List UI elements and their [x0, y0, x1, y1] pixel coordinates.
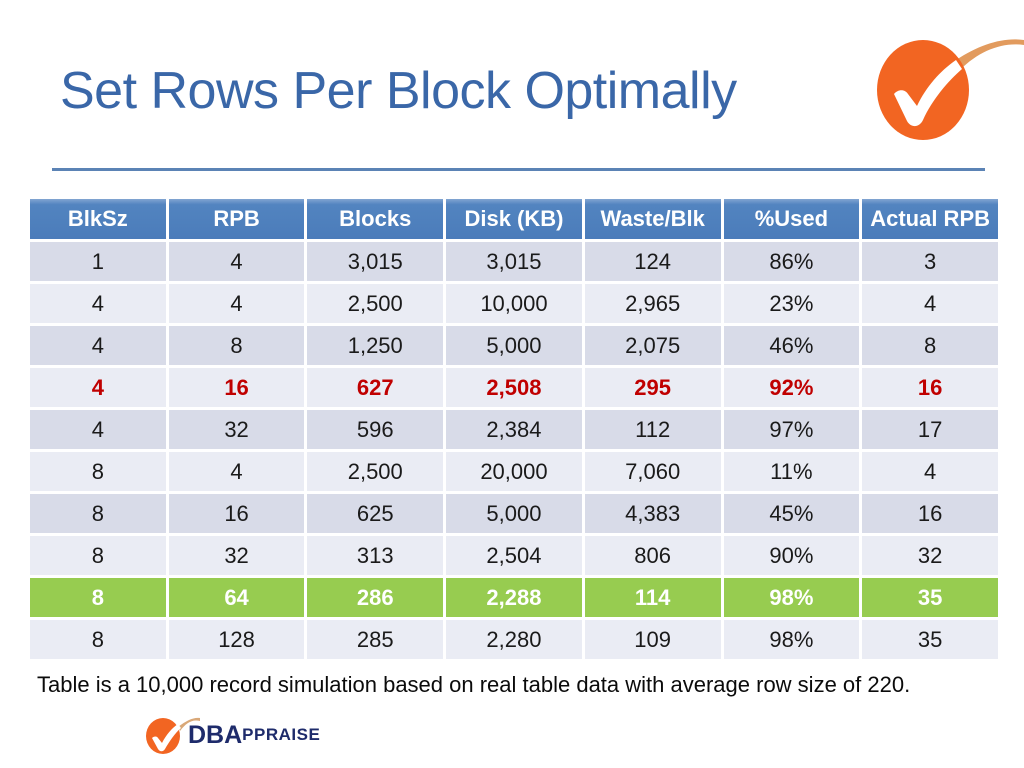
table-cell: 286 — [307, 578, 444, 617]
table-cell: 45% — [723, 494, 860, 533]
table-row: 4 4 2,500 10,000 2,965 23% 4 — [30, 284, 998, 323]
table-cell: 8 — [30, 578, 166, 617]
table-cell: 313 — [307, 536, 444, 575]
table-cell: 7,060 — [584, 452, 721, 491]
table-cell: 109 — [584, 620, 721, 659]
table-row: 4 16 627 2,508 295 92% 16 — [30, 368, 998, 407]
dbappraise-logo: DBA PPRAISE — [142, 710, 320, 760]
table-cell: 3,015 — [307, 242, 444, 281]
column-header: RPB — [168, 199, 305, 239]
table-cell: 112 — [584, 410, 721, 449]
table-cell: 8 — [30, 494, 166, 533]
table-row: 4 8 1,250 5,000 2,075 46% 8 — [30, 326, 998, 365]
table-cell: 46% — [723, 326, 860, 365]
table-cell: 20,000 — [446, 452, 582, 491]
table-cell: 64 — [168, 578, 305, 617]
table-cell: 92% — [723, 368, 860, 407]
table-cell: 32 — [168, 410, 305, 449]
column-header: Blocks — [307, 199, 444, 239]
table-cell: 3 — [862, 242, 998, 281]
table-cell: 4 — [168, 242, 305, 281]
table-cell: 4 — [168, 284, 305, 323]
table-cell: 8 — [30, 620, 166, 659]
table-cell: 32 — [862, 536, 998, 575]
column-header: Actual RPB — [862, 199, 998, 239]
checkmark-logo-icon — [877, 39, 1024, 140]
column-header: %Used — [723, 199, 860, 239]
table-header-row: BlkSz RPB Blocks Disk (KB) Waste/Blk %Used Act… — [30, 199, 998, 239]
title-divider — [52, 168, 985, 171]
table-cell: 17 — [862, 410, 998, 449]
table-cell: 4 — [862, 452, 998, 491]
table-cell: 627 — [307, 368, 444, 407]
table-row: 8 32 313 2,504 806 90% 32 — [30, 536, 998, 575]
checkmark-logo-small-icon — [146, 717, 200, 754]
table-cell: 124 — [584, 242, 721, 281]
table-row: 8 64 286 2,288 114 98% 35 — [30, 578, 998, 617]
table-cell: 11% — [723, 452, 860, 491]
table-row: 8 4 2,500 20,000 7,060 11% 4 — [30, 452, 998, 491]
table-cell: 5,000 — [446, 494, 582, 533]
table-cell: 90% — [723, 536, 860, 575]
table-row: 8 16 625 5,000 4,383 45% 16 — [30, 494, 998, 533]
table-cell: 23% — [723, 284, 860, 323]
column-header: BlkSz — [30, 199, 166, 239]
page-title: Set Rows Per Block Optimally — [60, 62, 737, 120]
table-cell: 1 — [30, 242, 166, 281]
table-cell: 10,000 — [446, 284, 582, 323]
table-cell: 4 — [30, 326, 166, 365]
table-cell: 16 — [168, 368, 305, 407]
table-cell: 806 — [584, 536, 721, 575]
table-cell: 2,500 — [307, 284, 444, 323]
brand-text-primary: DBA — [188, 720, 243, 749]
table-cell: 596 — [307, 410, 444, 449]
brand-text-secondary: PPRAISE — [242, 725, 321, 744]
table-cell: 2,075 — [584, 326, 721, 365]
table-cell: 1,250 — [307, 326, 444, 365]
table-cell: 2,280 — [446, 620, 582, 659]
table-cell: 4 — [168, 452, 305, 491]
table-cell: 4,383 — [584, 494, 721, 533]
table-caption: Table is a 10,000 record simulation base… — [37, 672, 911, 697]
table-cell: 35 — [862, 620, 998, 659]
table-cell: 285 — [307, 620, 444, 659]
table-cell: 86% — [723, 242, 860, 281]
table-cell: 8 — [30, 452, 166, 491]
table-cell: 8 — [168, 326, 305, 365]
table-cell: 2,508 — [446, 368, 582, 407]
table-row: 8 128 285 2,280 109 98% 35 — [30, 620, 998, 659]
table-cell: 114 — [584, 578, 721, 617]
table-cell: 16 — [168, 494, 305, 533]
table-cell: 16 — [862, 494, 998, 533]
table-cell: 2,384 — [446, 410, 582, 449]
table-cell: 98% — [723, 578, 860, 617]
table-cell: 295 — [584, 368, 721, 407]
table-cell: 2,500 — [307, 452, 444, 491]
table-cell: 625 — [307, 494, 444, 533]
table-cell: 4 — [30, 368, 166, 407]
table-cell: 3,015 — [446, 242, 582, 281]
table-cell: 5,000 — [446, 326, 582, 365]
table-cell: 2,288 — [446, 578, 582, 617]
table-cell: 98% — [723, 620, 860, 659]
table-cell: 8 — [30, 536, 166, 575]
table-cell: 35 — [862, 578, 998, 617]
table-cell: 2,965 — [584, 284, 721, 323]
column-header: Disk (KB) — [446, 199, 582, 239]
table-cell: 16 — [862, 368, 998, 407]
table-cell: 4 — [30, 284, 166, 323]
table-cell: 4 — [30, 410, 166, 449]
table-cell: 32 — [168, 536, 305, 575]
table-cell: 4 — [862, 284, 998, 323]
table-row: 1 4 3,015 3,015 124 86% 3 — [30, 242, 998, 281]
table-cell: 8 — [862, 326, 998, 365]
table-body: 1 4 3,015 3,015 124 86% 3 4 4 2,500 10,000 2,965 23%… — [30, 242, 998, 659]
table-cell: 128 — [168, 620, 305, 659]
table-row: 4 32 596 2,384 112 97% 17 — [30, 410, 998, 449]
table-cell: 97% — [723, 410, 860, 449]
rows-per-block-table: BlkSz RPB Blocks Disk (KB) Waste/Blk %Used Act… — [27, 196, 1001, 662]
table-cell: 2,504 — [446, 536, 582, 575]
column-header: Waste/Blk — [584, 199, 721, 239]
